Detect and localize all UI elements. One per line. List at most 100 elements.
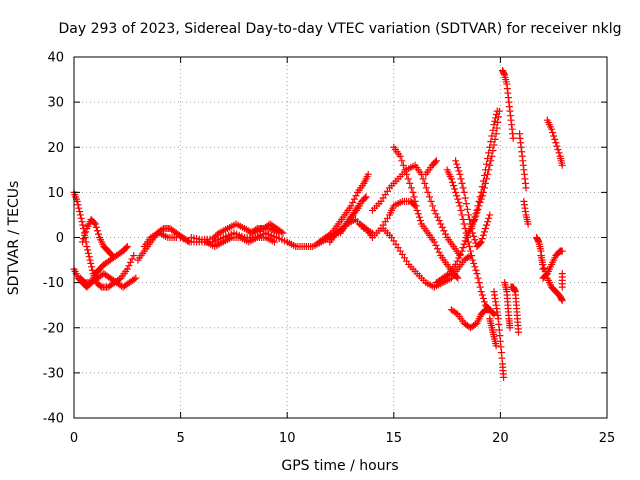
data-point [437, 220, 445, 228]
data-point [524, 220, 532, 228]
data-point [74, 201, 82, 209]
data-point [401, 166, 409, 174]
data-point [435, 217, 443, 225]
data-point [93, 227, 101, 235]
data-point [431, 158, 439, 166]
data-point [350, 195, 358, 203]
data-point [480, 298, 488, 306]
y-tick-label: 10 [47, 186, 64, 201]
data-point [252, 226, 260, 234]
data-point [465, 215, 473, 223]
data-point [128, 255, 136, 263]
x-tick-label: 20 [492, 431, 509, 446]
data-point [407, 184, 415, 192]
data-point [403, 170, 411, 178]
data-point [480, 171, 488, 179]
data-point [483, 160, 491, 168]
data-point [122, 244, 130, 252]
data-point [454, 274, 462, 282]
data-point [558, 247, 566, 255]
data-point [79, 238, 87, 246]
data-point [130, 252, 138, 260]
data-point [399, 161, 407, 169]
x-tick-label: 10 [279, 431, 296, 446]
data-point [414, 210, 422, 218]
data-point [416, 217, 424, 225]
data-point [472, 210, 480, 218]
data-point [552, 139, 560, 147]
data-point [469, 220, 477, 228]
data-point [398, 157, 406, 165]
data-point [438, 223, 446, 231]
data-point [79, 221, 87, 229]
data-point [458, 179, 466, 187]
data-point [453, 160, 461, 168]
data-point [456, 250, 464, 258]
data-point [465, 243, 473, 251]
data-point [73, 197, 81, 205]
data-point [455, 199, 463, 207]
data-point [83, 243, 91, 251]
data-point [454, 164, 462, 172]
data-point [471, 263, 479, 271]
data-point [92, 223, 100, 231]
data-point [467, 247, 475, 255]
data-point [474, 274, 482, 282]
data-point [87, 259, 95, 267]
data-point [459, 215, 467, 223]
data-point [123, 265, 131, 273]
data-point [463, 234, 471, 241]
y-tick-label: -30 [43, 366, 64, 381]
data-point [460, 220, 468, 228]
data-point [364, 170, 372, 178]
data-point [352, 192, 360, 200]
data-point [490, 121, 498, 129]
data-point [411, 197, 419, 205]
data-point [453, 257, 461, 265]
data-point [429, 202, 437, 210]
y-axis-label: SDTVAR / TECUs [6, 181, 22, 296]
data-point [553, 142, 561, 150]
data-point [551, 135, 559, 143]
data-point [548, 125, 556, 133]
data-point [77, 214, 85, 222]
data-point [456, 202, 464, 210]
data-point [470, 217, 478, 225]
data-point [470, 232, 478, 240]
data-point [491, 117, 499, 125]
data-point [486, 143, 494, 151]
data-point [432, 210, 440, 218]
data-point [108, 252, 116, 260]
data-point [452, 157, 460, 165]
data-point [491, 135, 499, 143]
data-point [80, 235, 88, 243]
data-point [492, 114, 500, 122]
data-point [458, 211, 466, 219]
data-point [462, 200, 470, 208]
x-tick-label: 15 [386, 431, 403, 446]
data-point [422, 184, 430, 192]
data-point [488, 132, 496, 140]
data-point [483, 221, 491, 229]
data-marks [70, 67, 566, 381]
data-point [479, 231, 487, 239]
data-point [361, 194, 369, 202]
data-point [459, 244, 467, 252]
y-tick-label: 20 [47, 141, 64, 156]
data-point [440, 227, 448, 235]
data-point [475, 197, 483, 205]
data-point [487, 138, 495, 146]
data-point [555, 149, 563, 157]
data-point [434, 213, 442, 221]
data-point [549, 129, 557, 137]
data-point [396, 152, 404, 160]
data-point [81, 231, 89, 239]
data-point [464, 238, 472, 246]
data-point [123, 243, 131, 251]
y-tick-label: -40 [43, 412, 64, 427]
data-point [419, 175, 427, 183]
data-point [412, 202, 420, 210]
data-point [479, 177, 487, 185]
data-point [426, 193, 434, 201]
data-point [468, 224, 476, 232]
